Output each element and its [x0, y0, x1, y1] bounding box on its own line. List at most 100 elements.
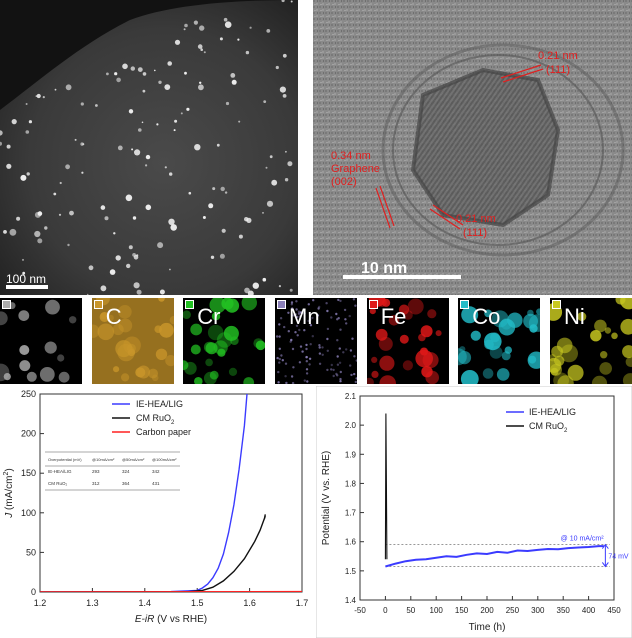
- x-axis-label: E-iR (V vs RHE): [135, 614, 207, 625]
- legend-label: CM RuO2: [136, 413, 175, 426]
- x-tick-label: 0: [383, 606, 388, 615]
- arrow-head-down: [601, 562, 609, 568]
- nanoparticle-dot: [245, 50, 250, 55]
- nanoparticle-dot: [25, 130, 30, 134]
- nanoparticle-dot: [130, 66, 135, 71]
- nanoparticle-dot: [183, 28, 186, 31]
- x-tick-label: 200: [480, 606, 494, 615]
- eds-map-tile: Mn: [275, 298, 357, 384]
- eds-color-swatch: [185, 300, 195, 309]
- eds-map-tile: [0, 298, 82, 384]
- nanoparticle-dot: [22, 258, 24, 261]
- nanoparticle-dot: [180, 112, 183, 115]
- nanoparticle-dot: [65, 84, 72, 91]
- nanoparticle-dot: [138, 128, 142, 132]
- nanoparticle-dot: [169, 268, 171, 271]
- nanoparticle-dot: [164, 166, 167, 169]
- table-cell: 431: [152, 481, 160, 486]
- stability-chart: -50 0 50 100 150 200 250 300 350 400 450 1.4 1.5 1.6 1…: [316, 386, 632, 638]
- hrtem-bottom-plane: (111): [463, 227, 488, 239]
- y-tick-label: 0: [31, 587, 36, 597]
- hrtem-image-panel: 0.21 nm (111) 0.34 nm Graphene (002) 0.2…: [313, 0, 632, 295]
- nanoparticle-dot: [186, 107, 190, 111]
- nanoparticle-dot: [114, 72, 118, 76]
- x-tick-label: 1.2: [34, 598, 47, 608]
- nanoparticle-dot: [203, 51, 206, 54]
- legend-label: CM RuO2: [529, 421, 568, 434]
- eds-element-label: Cr: [197, 304, 221, 329]
- series-line-cm-ruo2: [384, 413, 388, 560]
- nanoparticle-dot: [88, 265, 94, 271]
- nanoparticle-dot: [200, 48, 203, 51]
- x-tick-label: 150: [455, 606, 469, 615]
- nanoparticle-dot: [208, 203, 214, 209]
- nanoparticle-dot: [219, 253, 225, 259]
- nanoparticle-dot: [289, 288, 293, 292]
- nanoparticle-dot: [199, 81, 202, 85]
- x-tick-label: 100: [430, 606, 444, 615]
- nanoparticle-dot: [37, 238, 43, 244]
- nanoparticle-dot: [69, 210, 74, 216]
- nanoparticle-dot: [238, 120, 241, 123]
- hrtem-scale-bar-label: 10 nm: [361, 260, 408, 277]
- nanoparticle-dot: [109, 269, 116, 275]
- nanoparticle-dot: [154, 69, 156, 72]
- table-cell: 312: [92, 481, 100, 486]
- nanoparticle-dot: [134, 149, 141, 156]
- nanoparticle-dot: [145, 164, 148, 167]
- nanoparticle-dot: [132, 216, 137, 220]
- y-tick-label: 100: [21, 508, 36, 518]
- y-tick-label: 50: [26, 547, 36, 557]
- eds-color-swatch: [2, 300, 11, 309]
- nanoparticle-dot: [128, 109, 134, 114]
- nanoparticle-dot: [168, 218, 175, 225]
- nanoparticle-dot: [193, 20, 198, 25]
- nanoparticle-dot: [269, 155, 273, 159]
- plot-frame: [39, 393, 303, 593]
- x-tick-label: 450: [607, 606, 621, 615]
- table-header: @50mA/cm²: [122, 457, 145, 462]
- nanoparticle-dot: [100, 205, 106, 210]
- nanoparticle-dot: [282, 53, 287, 58]
- table-cell: CM RuO₂: [48, 481, 68, 486]
- nanoparticle-dot: [220, 186, 225, 192]
- x-tick-label: 250: [506, 606, 520, 615]
- nanoparticle-dot: [275, 65, 279, 70]
- nanoparticle-dot: [6, 163, 12, 169]
- nanoparticle-dot: [224, 191, 228, 194]
- table-header: Overpotential (mV): [48, 457, 82, 462]
- stem-scale-bar-label: 100 nm: [6, 272, 47, 286]
- y-tick-label: 1.5: [345, 567, 357, 576]
- nanoparticle-dot: [271, 179, 278, 186]
- hrtem-left-name: Graphene: [331, 163, 380, 175]
- table-cell: 324: [122, 469, 130, 474]
- nanoparticle-dot: [137, 67, 143, 72]
- nanoparticle-dot: [9, 228, 17, 236]
- hrtem-image: [313, 0, 632, 295]
- nanoparticle-dot: [194, 144, 201, 151]
- y-tick-label: 1.9: [345, 450, 357, 459]
- nanoparticle-dot: [225, 101, 230, 106]
- nanoparticle-dot: [238, 234, 243, 239]
- nanoparticle-dot: [132, 253, 137, 257]
- nanoparticle-dot: [230, 73, 236, 78]
- nanoparticle-dot: [117, 145, 123, 151]
- delta-label: 74 mV: [608, 554, 629, 561]
- x-tick-label: 400: [582, 606, 596, 615]
- hrtem-left-plane: (002): [331, 176, 357, 188]
- nanoparticle-dot: [199, 25, 205, 31]
- nanoparticle-dot: [285, 150, 287, 153]
- nanoparticle-dot: [115, 255, 121, 261]
- x-axis-label: Time (h): [469, 622, 506, 633]
- nanoparticle-dot: [212, 187, 216, 191]
- nanoparticle-dot: [86, 293, 89, 295]
- nanoparticle-dot: [202, 216, 206, 219]
- nanoparticle-dot: [281, 0, 285, 3]
- nanoparticle-dot: [53, 192, 57, 196]
- nanoparticle-dot: [11, 119, 17, 125]
- nanoparticle-dot: [188, 191, 192, 195]
- nanoparticle-dot: [284, 178, 289, 182]
- nanoparticle-dot: [36, 93, 41, 99]
- y-tick-label: 1.7: [345, 509, 357, 518]
- nanoparticle-dot: [224, 21, 232, 29]
